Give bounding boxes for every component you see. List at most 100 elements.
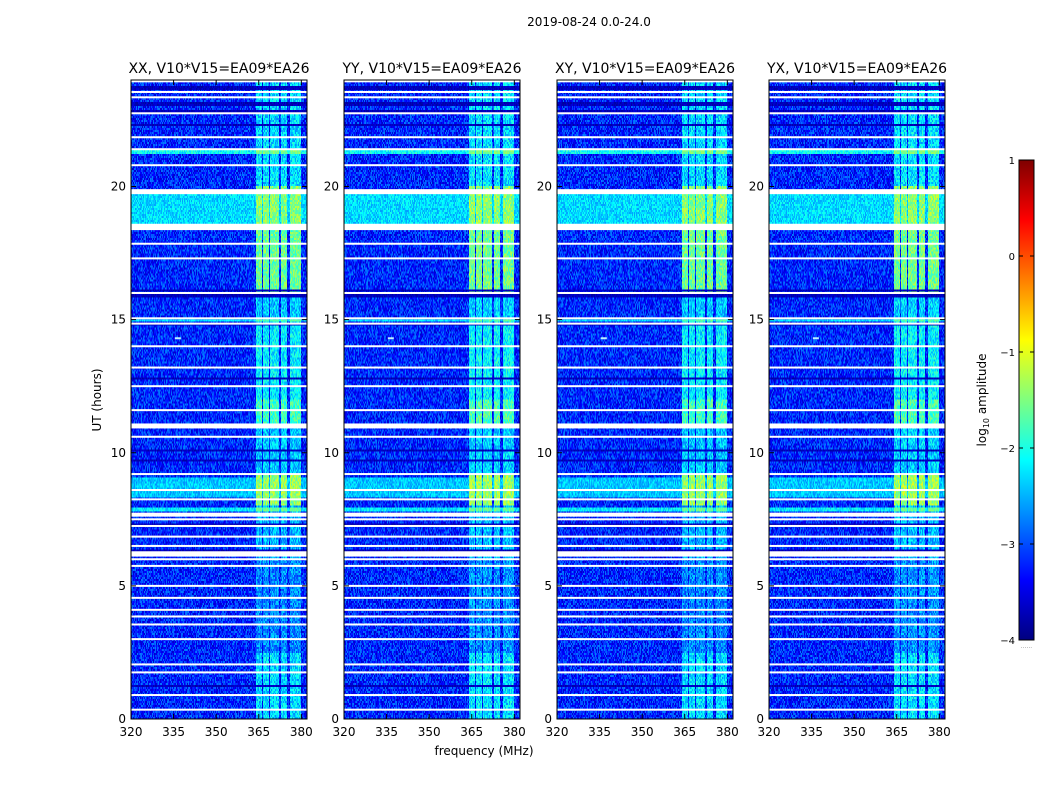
flagged-row: [557, 518, 733, 521]
flagged-row: [769, 663, 945, 666]
flagged-row: [131, 671, 307, 674]
y-tick-label: 10: [537, 446, 552, 460]
colorbar-tick-label: −2: [1000, 444, 1015, 455]
flagged-row: [131, 663, 307, 666]
flagged-row: [344, 518, 520, 521]
flagged-row: [769, 292, 945, 294]
flagged-block: [344, 223, 520, 230]
flagged-row: [557, 228, 733, 231]
flagged-row: [557, 708, 733, 711]
flagged-row: [344, 489, 520, 492]
flagged-row: [131, 615, 307, 618]
flagged-row: [557, 366, 733, 369]
spot-feature: [387, 337, 394, 340]
flagged-row: [557, 96, 733, 99]
flagged-row: [769, 242, 945, 245]
colorbar-label: log10 amplitude: [975, 354, 991, 447]
flagged-row: [131, 80, 307, 83]
flagged-row: [344, 80, 520, 83]
flagged-row: [131, 694, 307, 697]
flagged-row: [131, 473, 307, 476]
flagged-block: [131, 512, 307, 517]
x-tick-label: 350: [843, 725, 866, 739]
x-axis-label: frequency (MHz): [434, 744, 533, 758]
flagged-row: [344, 257, 520, 260]
flagged-block: [131, 551, 307, 557]
flagged-row: [769, 524, 945, 527]
flagged-row: [769, 623, 945, 626]
flagged-row: [131, 638, 307, 641]
panel-title: YY, V10*V15=EA09*EA26: [342, 61, 522, 77]
flagged-row: [131, 558, 307, 561]
heatmap-raster: [344, 80, 520, 719]
flagged-row: [557, 164, 733, 167]
flagged-row: [344, 317, 520, 320]
y-tick-label: 15: [111, 313, 126, 327]
x-tick-label: 365: [673, 725, 696, 739]
flagged-row: [769, 489, 945, 492]
y-tick-label: 15: [537, 313, 552, 327]
x-tick-label: 335: [375, 725, 398, 739]
y-tick-label: 0: [756, 712, 764, 726]
flagged-row: [557, 242, 733, 245]
flagged-row: [769, 90, 945, 93]
flagged-row: [131, 564, 307, 567]
flagged-row: [769, 345, 945, 348]
flagged-row: [344, 708, 520, 711]
flagged-row: [769, 409, 945, 412]
flagged-row: [769, 385, 945, 388]
flagged-row: [769, 608, 945, 611]
panels-group: XX, V10*V15=EA09*EA26 320 335 350 365 380 0 5 10…: [111, 61, 951, 739]
flagged-row: [344, 322, 520, 325]
flagged-row: [131, 242, 307, 245]
x-tick-label: 350: [205, 725, 228, 739]
x-tick-label: 320: [120, 725, 143, 739]
flagged-block: [131, 223, 307, 230]
flagged-row: [344, 638, 520, 641]
flagged-row: [344, 608, 520, 611]
flagged-row: [557, 257, 733, 260]
colorbar-tick-label: 1: [1009, 156, 1015, 167]
flagged-row: [769, 322, 945, 325]
flagged-row: [344, 112, 520, 115]
flagged-row: [131, 366, 307, 369]
flagged-block: [344, 423, 520, 428]
flagged-row: [557, 663, 733, 666]
flagged-row: [769, 148, 945, 151]
colorbar-foot: ......: [1021, 643, 1033, 650]
flagged-row: [769, 671, 945, 674]
flagged-block: [557, 551, 733, 557]
flagged-row: [344, 242, 520, 245]
flagged-row: [769, 544, 945, 547]
flagged-row: [344, 584, 520, 587]
flagged-row: [131, 322, 307, 325]
flagged-row: [557, 317, 733, 320]
flagged-row: [131, 228, 307, 231]
y-tick-label: 5: [756, 579, 764, 593]
flagged-row: [131, 164, 307, 167]
flagged-row: [557, 694, 733, 697]
panel-title: YX, V10*V15=EA09*EA26: [766, 61, 947, 77]
flagged-block: [557, 423, 733, 428]
flagged-row: [557, 638, 733, 641]
panel-frame: [130, 79, 308, 720]
x-tick-label: 335: [162, 725, 185, 739]
flagged-row: [557, 608, 733, 611]
x-tick-label: 350: [418, 725, 441, 739]
x-tick-label: 335: [800, 725, 823, 739]
flagged-row: [344, 292, 520, 294]
colorbar: 1 0 −1 −2 −3 −4 log10 amplitude......: [975, 156, 1035, 650]
panel-title: XX, V10*V15=EA09*EA26: [128, 61, 309, 77]
flagged-row: [344, 564, 520, 567]
flagged-row: [769, 535, 945, 538]
flagged-row: [557, 80, 733, 83]
x-tick-label: 380: [716, 725, 739, 739]
flagged-row: [344, 96, 520, 99]
flagged-row: [131, 148, 307, 151]
flagged-row: [557, 345, 733, 348]
flagged-row: [557, 385, 733, 388]
flagged-block: [769, 189, 945, 194]
spot-feature: [812, 337, 819, 340]
y-axis-label: UT (hours): [90, 368, 104, 431]
flagged-row: [557, 596, 733, 599]
